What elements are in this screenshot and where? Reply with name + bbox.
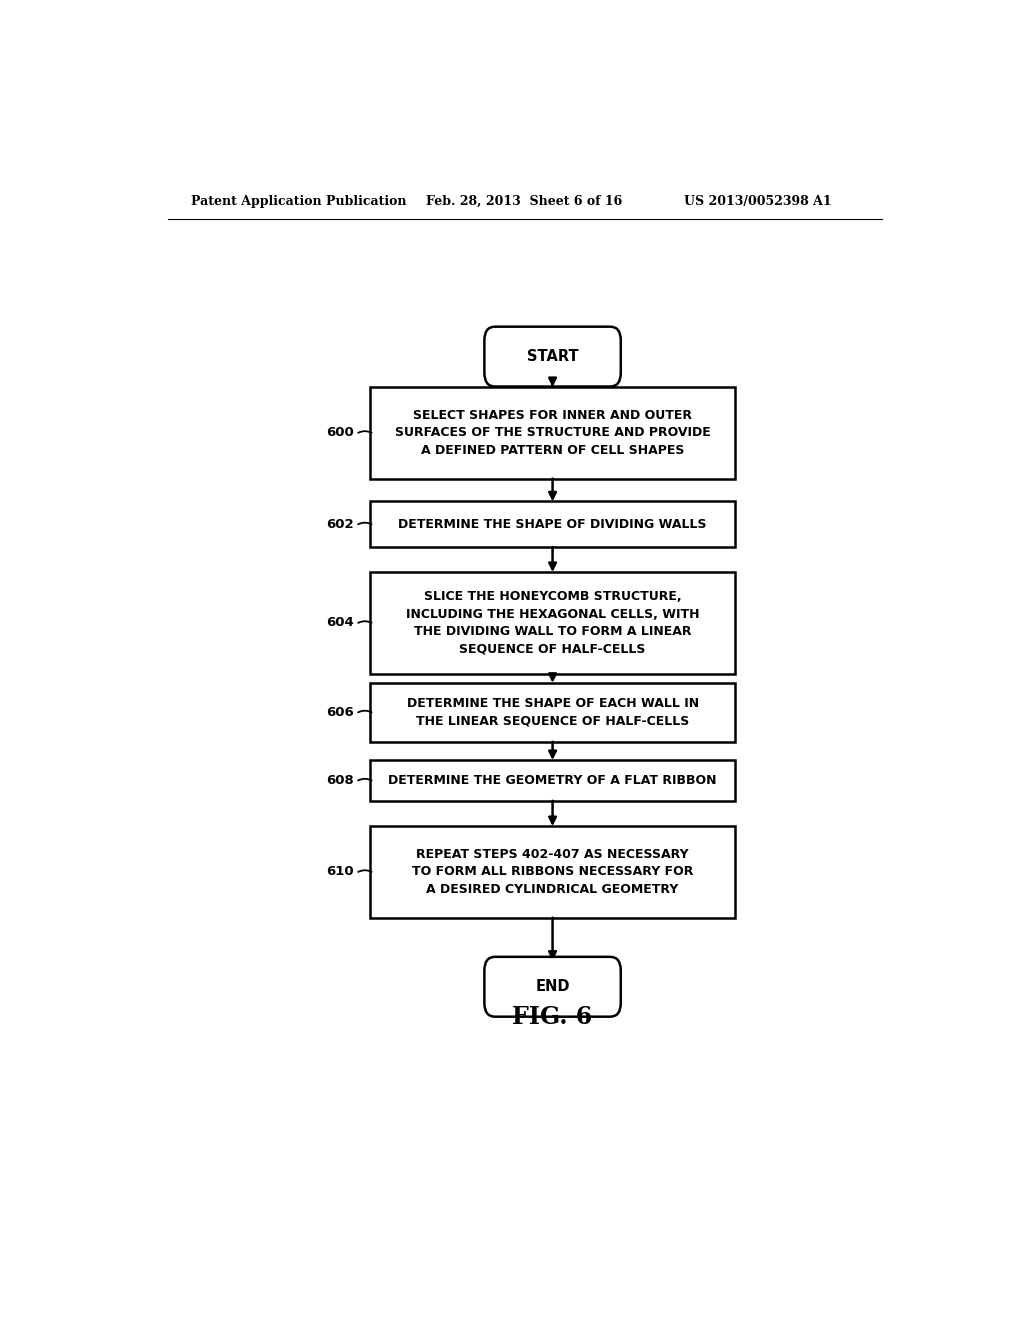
Text: END: END [536,979,569,994]
Text: 608: 608 [327,774,354,787]
Text: START: START [526,348,579,364]
Bar [370,826,735,917]
Text: DETERMINE THE SHAPE OF EACH WALL IN
THE LINEAR SEQUENCE OF HALF-CELLS: DETERMINE THE SHAPE OF EACH WALL IN THE … [407,697,698,727]
Text: DETERMINE THE GEOMETRY OF A FLAT RIBBON: DETERMINE THE GEOMETRY OF A FLAT RIBBON [388,774,717,787]
Text: 606: 606 [327,706,354,719]
Text: SELECT SHAPES FOR INNER AND OUTER
SURFACES OF THE STRUCTURE AND PROVIDE
A DEFINE: SELECT SHAPES FOR INNER AND OUTER SURFAC… [394,409,711,457]
Text: DETERMINE THE SHAPE OF DIVIDING WALLS: DETERMINE THE SHAPE OF DIVIDING WALLS [398,517,707,531]
FancyBboxPatch shape [484,957,621,1016]
FancyBboxPatch shape [484,326,621,387]
Bar [370,387,735,479]
Text: Patent Application Publication: Patent Application Publication [191,194,407,207]
Text: 604: 604 [327,616,354,630]
Bar [370,760,735,801]
Text: 610: 610 [327,866,354,878]
Bar [370,682,735,742]
Bar [370,502,735,548]
Text: SLICE THE HONEYCOMB STRUCTURE,
INCLUDING THE HEXAGONAL CELLS, WITH
THE DIVIDING : SLICE THE HONEYCOMB STRUCTURE, INCLUDING… [406,590,699,656]
Text: REPEAT STEPS 402-407 AS NECESSARY
TO FORM ALL RIBBONS NECESSARY FOR
A DESIRED CY: REPEAT STEPS 402-407 AS NECESSARY TO FOR… [412,847,693,896]
Text: 602: 602 [327,517,354,531]
Text: Feb. 28, 2013  Sheet 6 of 16: Feb. 28, 2013 Sheet 6 of 16 [426,194,622,207]
Text: FIG. 6: FIG. 6 [512,1006,593,1030]
Bar [370,572,735,673]
Text: US 2013/0052398 A1: US 2013/0052398 A1 [684,194,831,207]
Text: 600: 600 [327,426,354,440]
